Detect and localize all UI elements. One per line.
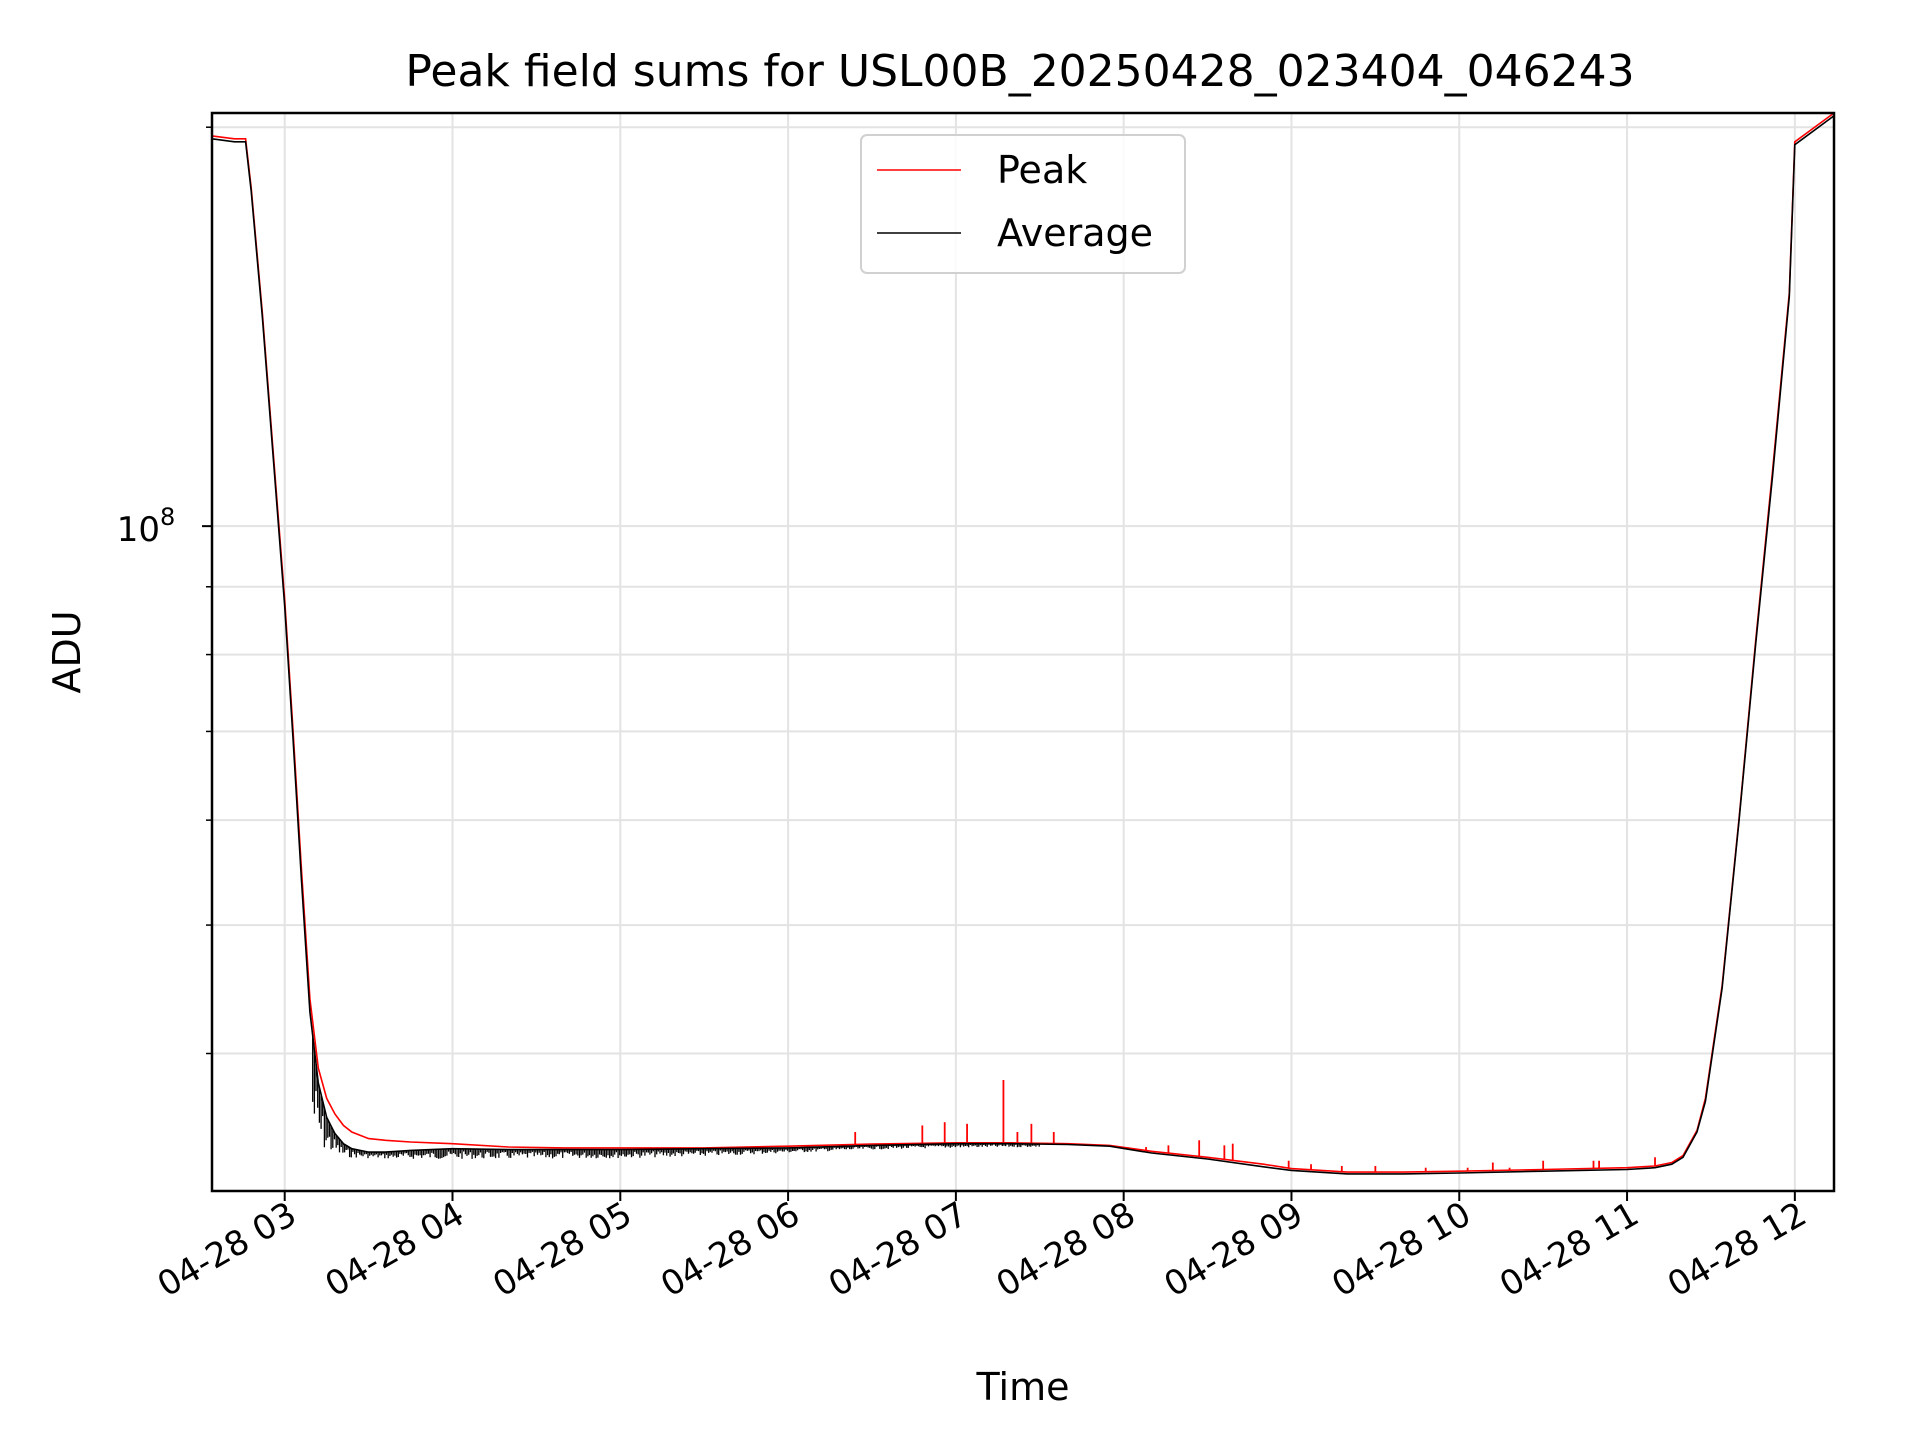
average-line bbox=[212, 115, 1834, 1175]
series-layer bbox=[212, 113, 1834, 1175]
x-axis-label: Time bbox=[976, 1365, 1070, 1409]
y-tick-base: 10 bbox=[117, 510, 160, 550]
legend-average-label: Average bbox=[997, 211, 1153, 255]
legend-peak-label: Peak bbox=[997, 148, 1087, 192]
y-tick-label: 108 bbox=[117, 503, 176, 550]
chart-title: Peak field sums for USL00B_20250428_0234… bbox=[405, 46, 1634, 97]
y-tick-exponent: 8 bbox=[160, 503, 175, 531]
plot-frame bbox=[210, 111, 1836, 1193]
grid-layer bbox=[212, 113, 1834, 1191]
legend: Peak Average bbox=[860, 134, 1186, 274]
y-axis-label: ADU bbox=[45, 610, 89, 693]
